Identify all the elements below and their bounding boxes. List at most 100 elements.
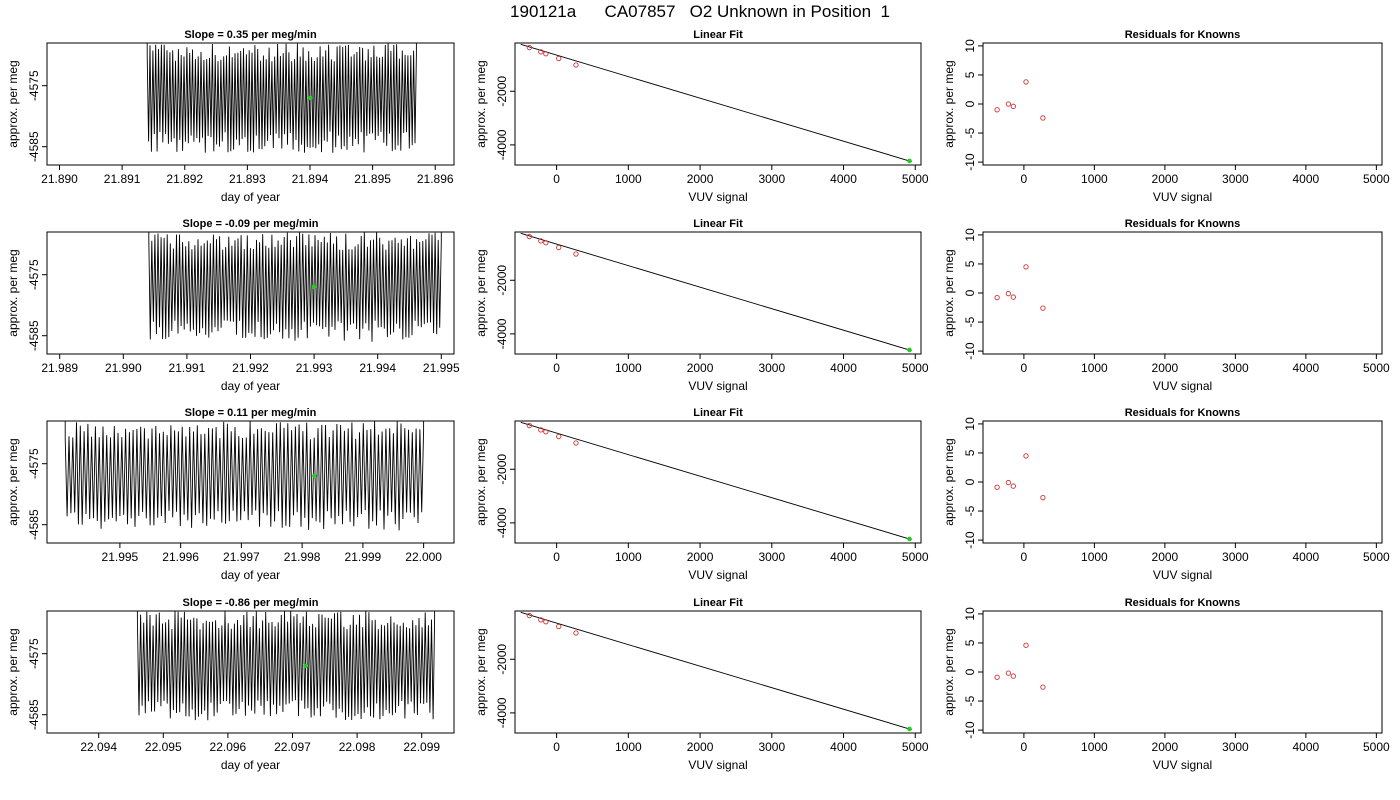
known-point: [1023, 264, 1029, 270]
y-tick-label: 5: [963, 71, 977, 78]
x-tick-label: 3000: [1222, 361, 1249, 375]
x-tick-label: 4000: [1293, 172, 1320, 186]
known-point: [526, 422, 532, 429]
time-series-1-panel: Slope = 0.35 per meg/min 21.890 21.891 21.8…: [6, 29, 455, 204]
y-axis-label: approx. per meg: [942, 628, 956, 715]
known-point: [1005, 101, 1012, 107]
known-point: [573, 440, 579, 446]
x-axis-label: day of year: [221, 758, 280, 772]
x-tick-label: 2000: [1152, 172, 1179, 186]
y-tick-label: -2000: [495, 76, 509, 107]
y-tick-label: -4575: [27, 70, 41, 101]
y-axis-label: approx. per meg: [474, 438, 488, 525]
unknown-point: [907, 347, 912, 353]
y-axis-label: approx. per meg: [6, 60, 20, 147]
time-series-2-panel: Slope = -0.09 per meg/min 21.989 21.990 21.…: [6, 218, 460, 393]
x-tick-label: 2000: [687, 550, 714, 564]
trace-line: [64, 421, 425, 531]
trace-line: [136, 611, 436, 721]
x-tick-label: 1000: [1081, 740, 1108, 754]
known-point: [556, 433, 562, 440]
x-axis-label: VUV signal: [688, 379, 747, 393]
known-point: [994, 294, 1000, 301]
x-tick-label: 3000: [1222, 740, 1249, 754]
unknown-point: [303, 663, 308, 669]
y-tick-label: -4585: [27, 131, 41, 162]
y-tick-label: -10: [963, 153, 977, 171]
known-point: [1005, 479, 1012, 486]
x-tick-label: 22.099: [403, 740, 440, 754]
known-point: [1010, 294, 1016, 300]
y-axis-label: approx. per meg: [474, 249, 488, 336]
x-tick-label: 0: [1021, 361, 1028, 375]
known-point: [994, 484, 1000, 490]
x-axis-label: VUV signal: [688, 568, 747, 582]
x-tick-label: 21.891: [104, 172, 141, 186]
x-tick-label: 1000: [1081, 550, 1108, 564]
y-tick-label: 10: [963, 417, 977, 431]
y-tick-label: 10: [963, 39, 977, 53]
y-tick-label: 5: [963, 639, 977, 646]
known-point: [543, 429, 549, 435]
x-tick-label: 4000: [830, 550, 857, 564]
known-point: [1005, 670, 1012, 676]
unknown-point: [907, 536, 912, 542]
x-tick-label: 3000: [758, 740, 785, 754]
known-point: [543, 240, 549, 246]
panel-title: Slope = -0.09 per meg/min: [182, 218, 318, 230]
y-tick-label: -2000: [495, 644, 509, 675]
y-axis-label: approx. per meg: [6, 438, 20, 525]
y-tick-label: 5: [963, 260, 977, 267]
plot-frame: [982, 231, 1383, 355]
known-point: [1005, 290, 1012, 297]
known-point: [573, 630, 579, 636]
x-tick-label: 21.998: [284, 550, 321, 564]
x-tick-label: 4000: [830, 172, 857, 186]
y-tick-label: -10: [963, 531, 977, 549]
known-point: [1040, 495, 1046, 501]
x-tick-label: 1000: [1081, 172, 1108, 186]
y-tick-label: 0: [963, 100, 977, 107]
x-tick-label: 2000: [1152, 361, 1179, 375]
known-point: [556, 244, 562, 251]
known-point: [538, 427, 544, 433]
plot-frame: [982, 42, 1383, 166]
known-point: [543, 619, 549, 625]
x-tick-label: 0: [1021, 550, 1028, 564]
known-point: [573, 251, 579, 257]
plot-area: [148, 232, 442, 342]
x-tick-label: 21.895: [354, 172, 391, 186]
y-tick-label: 0: [963, 289, 977, 296]
x-tick-label: 2000: [1152, 550, 1179, 564]
plot-area: [520, 232, 912, 353]
time-series-3-panel: Slope = 0.11 per meg/min 21.995 21.996 21.9…: [6, 407, 455, 582]
known-point: [1023, 79, 1029, 85]
y-axis-label: approx. per meg: [6, 249, 20, 336]
y-tick-label: -4585: [27, 699, 41, 730]
plot-frame: [982, 420, 1383, 544]
x-tick-label: 0: [553, 172, 560, 186]
residuals-1-panel: Residuals for Knowns 0 1000 2000 3000 4000 500…: [942, 29, 1390, 204]
x-tick-label: 5000: [902, 172, 929, 186]
known-point: [538, 617, 544, 623]
x-tick-label: 5000: [902, 361, 929, 375]
plot-area: [146, 43, 417, 153]
plot-area: [994, 453, 1046, 501]
panel-title: Residuals for Knowns: [1125, 218, 1241, 230]
x-axis-label: day of year: [221, 379, 280, 393]
panel-title: Residuals for Knowns: [1125, 597, 1241, 609]
x-tick-label: 2000: [687, 361, 714, 375]
plot-frame: [514, 42, 922, 166]
residuals-3-panel: Residuals for Knowns 0 1000 2000 3000 4000 500…: [942, 407, 1390, 582]
plot-area: [520, 43, 912, 164]
plot-area: [994, 642, 1046, 690]
y-axis-label: approx. per meg: [474, 628, 488, 715]
x-tick-label: 22.096: [210, 740, 247, 754]
y-tick-label: -4000: [495, 129, 509, 160]
plot-frame: [46, 420, 455, 544]
x-tick-label: 4000: [1293, 740, 1320, 754]
known-point: [994, 674, 1000, 680]
known-point: [543, 51, 549, 57]
y-tick-label: -4585: [27, 320, 41, 351]
